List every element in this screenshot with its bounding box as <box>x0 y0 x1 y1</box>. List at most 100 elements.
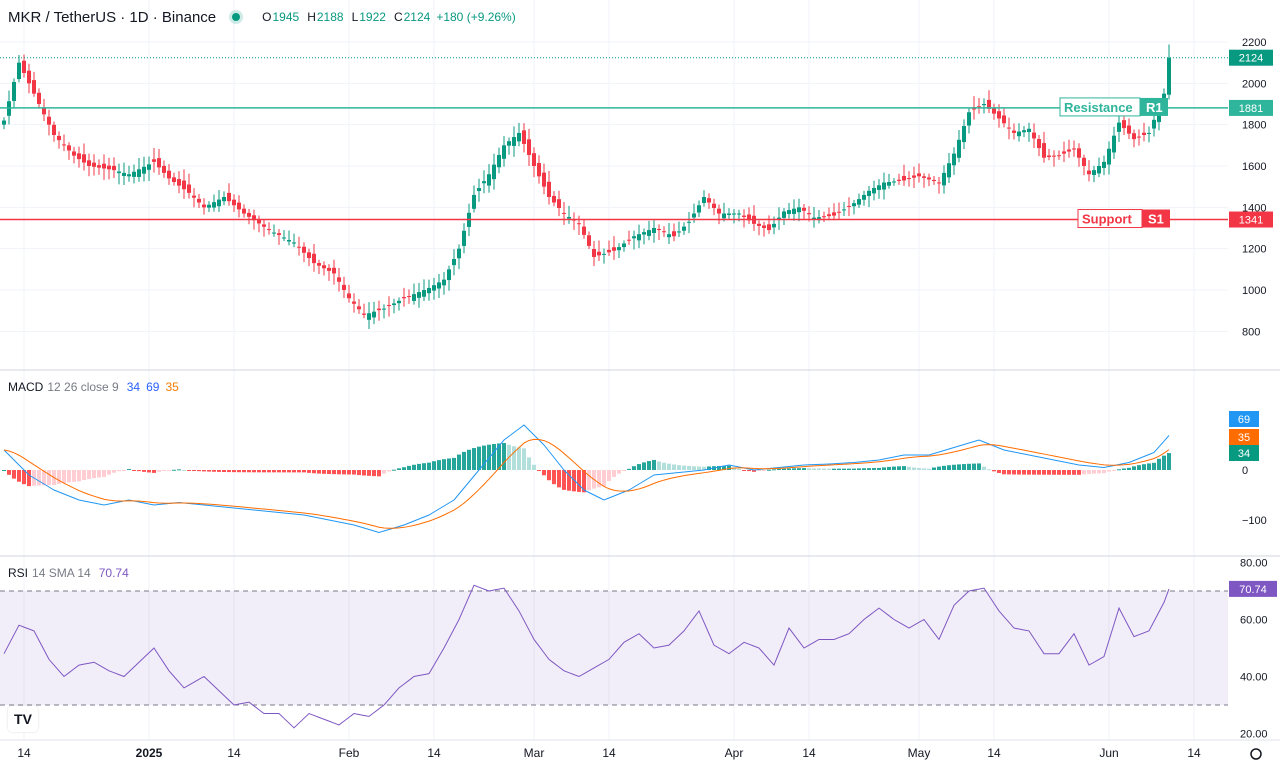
candle-body <box>312 253 316 264</box>
macd-hist-bar <box>1157 458 1161 470</box>
macd-hist-bar <box>1062 470 1066 475</box>
candle-body <box>1062 151 1066 154</box>
macd-hist-bar <box>302 470 306 473</box>
macd-badge-value: 35 <box>1238 432 1250 444</box>
candle-body <box>17 62 21 80</box>
candle-body <box>852 203 856 207</box>
candle-body <box>612 247 616 251</box>
macd-hist-bar <box>422 463 426 470</box>
macd-hist-bar <box>42 470 46 486</box>
candle-body <box>147 164 151 170</box>
macd-hist-bar <box>522 448 526 470</box>
high-label: H <box>307 10 316 24</box>
candle-body <box>432 285 436 291</box>
support-price-badge <box>1229 211 1273 228</box>
candle-body <box>697 205 701 213</box>
candle-body <box>77 153 81 160</box>
macd-hist-bar <box>667 463 671 470</box>
candle-body <box>427 287 431 294</box>
macd-badge <box>1229 411 1259 427</box>
candle-body <box>422 290 426 297</box>
macd-hist-bar <box>587 470 591 491</box>
time-tick-label: 2025 <box>136 746 163 760</box>
candle-body <box>977 106 981 108</box>
candle-body <box>657 228 661 231</box>
candle-body <box>842 209 846 211</box>
candle-body <box>607 249 611 253</box>
candle-body <box>387 305 391 307</box>
candle-body <box>87 160 91 166</box>
candle-body <box>1067 149 1071 152</box>
macd-hist-bar <box>612 470 616 477</box>
candle-body <box>472 194 476 209</box>
macd-hist-bar <box>372 470 376 477</box>
settings-gear-icon[interactable] <box>1250 748 1262 760</box>
tradingview-logo-icon[interactable]: TV <box>8 706 38 732</box>
macd-hist-bar <box>722 465 726 470</box>
macd-hist-bar <box>802 468 806 470</box>
candle-body <box>1117 122 1121 132</box>
candle-body <box>1052 155 1056 157</box>
candle-body <box>787 210 791 214</box>
candle-body <box>37 92 41 104</box>
candle-body <box>617 247 621 251</box>
candle-body <box>817 217 821 221</box>
macd-hist-bar <box>817 468 821 470</box>
macd-hist-bar <box>492 444 496 470</box>
candle-body <box>767 224 771 231</box>
candle-body <box>97 165 101 168</box>
rsi-line <box>3 584 1170 729</box>
macd-hist-bar <box>962 464 966 470</box>
candle-body <box>507 141 511 146</box>
macd-hist-bar <box>192 470 196 471</box>
macd-hist-bar <box>217 470 221 472</box>
candle-body <box>542 172 546 187</box>
macd-legend[interactable]: MACD 12 26 close 9 34 69 35 <box>8 380 179 394</box>
macd-hist-bar <box>77 470 81 482</box>
macd-hist-bar <box>482 445 486 470</box>
macd-hist-bar <box>272 470 276 473</box>
candle-body <box>452 259 456 266</box>
macd-hist-bar <box>517 447 521 470</box>
candle-body <box>302 246 306 253</box>
candle-body <box>287 239 291 242</box>
macd-hist-bar <box>362 470 366 476</box>
macd-hist-bar <box>797 468 801 470</box>
macd-hist-bar <box>1047 470 1051 475</box>
macd-hist-bar <box>932 467 936 470</box>
candle-body <box>582 226 586 235</box>
candle-body <box>382 308 386 310</box>
macd-hist-bar <box>652 459 656 470</box>
macd-hist-bar <box>1127 467 1131 470</box>
macd-hist-bar <box>542 470 546 476</box>
macd-signal-line <box>3 438 1170 529</box>
candle-body <box>192 195 196 198</box>
candle-body <box>792 208 796 214</box>
candle-body <box>212 202 216 208</box>
symbol-title[interactable]: MKR / TetherUS · 1D · Binance <box>8 8 217 26</box>
time-tick-label: 14 <box>1187 746 1201 760</box>
macd-hist-bar <box>777 468 781 470</box>
macd-hist-bar <box>537 470 541 471</box>
macd-badge-value: 34 <box>1238 448 1250 460</box>
macd-hist-bar <box>57 470 61 484</box>
macd-hist-bar <box>382 470 386 474</box>
macd-hist-bar <box>717 466 721 470</box>
price-tick-label: 1600 <box>1242 161 1266 173</box>
macd-hist-bar <box>252 470 256 473</box>
macd-hist-bar <box>662 462 666 470</box>
macd-hist-bar <box>562 470 566 490</box>
rsi-legend[interactable]: RSI 14 SMA 14 70.74 <box>8 566 129 580</box>
candle-body <box>827 214 831 217</box>
macd-line <box>3 424 1170 534</box>
candle-body <box>982 104 986 106</box>
candle-body <box>307 252 311 258</box>
candle-body <box>722 213 726 219</box>
price-tick-label: 800 <box>1242 326 1260 338</box>
macd-hist-bar <box>637 464 641 470</box>
candle-body <box>187 184 191 193</box>
macd-hist-bar <box>1132 466 1136 470</box>
candle-body <box>707 198 711 203</box>
macd-hist-bar <box>447 458 451 470</box>
